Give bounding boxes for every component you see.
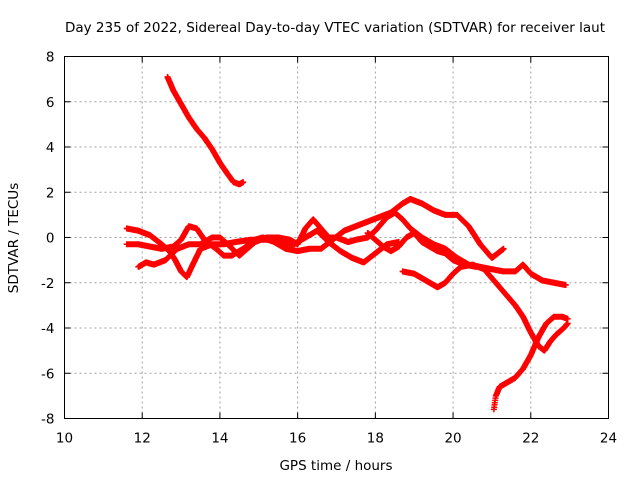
series-sat-f [490,313,571,413]
plot-frame [64,56,609,419]
x-axis-label: GPS time / hours [279,458,392,474]
x-tick-label: 14 [211,431,228,447]
chart-title: Day 235 of 2022, Sidereal Day-to-day VTE… [65,20,605,36]
y-tick-label: -4 [41,321,54,337]
x-tick-label: 18 [367,431,384,447]
data-point-markers [364,230,480,270]
y-tick-label: 6 [46,95,55,111]
y-tick-label: -8 [41,412,54,428]
data-point-markers [123,225,402,281]
x-tick-label: 16 [289,431,306,447]
y-tick-label: 0 [46,231,55,247]
data-point-markers [490,313,571,413]
data-point-markers [164,73,247,188]
series-sat-a [164,73,247,188]
y-tick-label: 4 [46,140,55,156]
x-tick-label: 22 [522,431,539,447]
x-tick-label: 12 [134,431,151,447]
x-tick-label: 10 [56,431,73,447]
series-sat-b [123,225,402,281]
data-series [123,73,571,413]
x-tick-label: 20 [444,431,461,447]
y-tick-label: -2 [41,276,54,292]
y-tick-label: -6 [41,366,54,382]
y-axis-label: SDTVAR / TECUs [6,183,22,293]
series-sat-e [399,261,571,354]
series-sat-g [364,230,480,270]
x-tick-label: 24 [600,431,617,447]
y-tick-label: 2 [46,185,55,201]
y-tick-label: 8 [46,50,55,66]
data-point-markers [399,261,571,354]
